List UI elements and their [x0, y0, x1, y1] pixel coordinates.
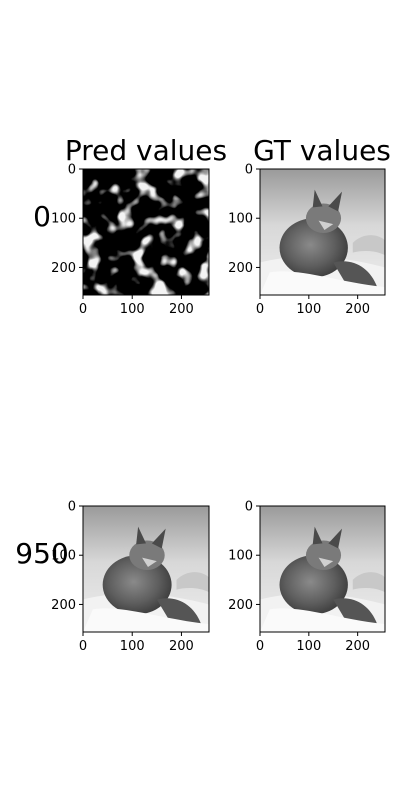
- x-tick-label-2-100: 100: [120, 639, 145, 654]
- fox-image-pred-950: [83, 506, 209, 632]
- axes-frame-0: [82, 168, 210, 296]
- y-tick-label-3-0: 0: [245, 500, 253, 515]
- y-tick-label-0-200: 200: [51, 261, 76, 276]
- axes-layer: 0 100 200 0 100 200 0 100 200 0 100 200 0 100 200 0 100 2…: [51, 163, 386, 654]
- col-title-pred: Pred values: [65, 134, 227, 167]
- x-tick-label-1-200: 200: [345, 302, 370, 317]
- axes-frame-3: [259, 505, 386, 633]
- axes-frame-1: [259, 168, 386, 296]
- y-tick-label-1-200: 200: [228, 261, 253, 276]
- panel-pred-0: [83, 169, 209, 295]
- y-tick-label-2-100: 100: [51, 549, 76, 564]
- x-tick-label-0-100: 100: [120, 302, 145, 317]
- x-tick-label-3-200: 200: [345, 639, 370, 654]
- x-tick-label-1-0: 0: [256, 302, 264, 317]
- y-tick-label-3-200: 200: [228, 598, 253, 613]
- axes-frame-2: [82, 505, 210, 633]
- row-label-0: 0: [33, 200, 51, 233]
- y-tick-label-1-100: 100: [228, 212, 253, 227]
- panel-pred-950: [83, 506, 209, 632]
- x-tick-label-0-0: 0: [79, 302, 87, 317]
- y-tick-label-1-0: 0: [245, 163, 253, 178]
- x-tick-label-2-0: 0: [79, 639, 87, 654]
- x-tick-label-1-100: 100: [296, 302, 321, 317]
- x-tick-label-3-100: 100: [296, 639, 321, 654]
- y-tick-label-0-100: 100: [51, 212, 76, 227]
- pred-noise-pattern: [83, 169, 209, 295]
- panel-gt-0: [260, 169, 385, 295]
- x-tick-label-2-200: 200: [169, 639, 194, 654]
- col-title-gt: GT values: [253, 134, 391, 167]
- y-tick-label-2-0: 0: [68, 500, 76, 515]
- x-tick-label-0-200: 200: [169, 302, 194, 317]
- y-tick-label-2-200: 200: [51, 598, 76, 613]
- y-tick-label-0-0: 0: [68, 163, 76, 178]
- x-tick-label-3-0: 0: [256, 639, 264, 654]
- y-tick-label-3-100: 100: [228, 549, 253, 564]
- fox-image-gt-0: [260, 169, 385, 295]
- fox-image-gt-950: [260, 506, 385, 632]
- panel-gt-950: [260, 506, 385, 632]
- row-label-950: 950: [15, 537, 68, 570]
